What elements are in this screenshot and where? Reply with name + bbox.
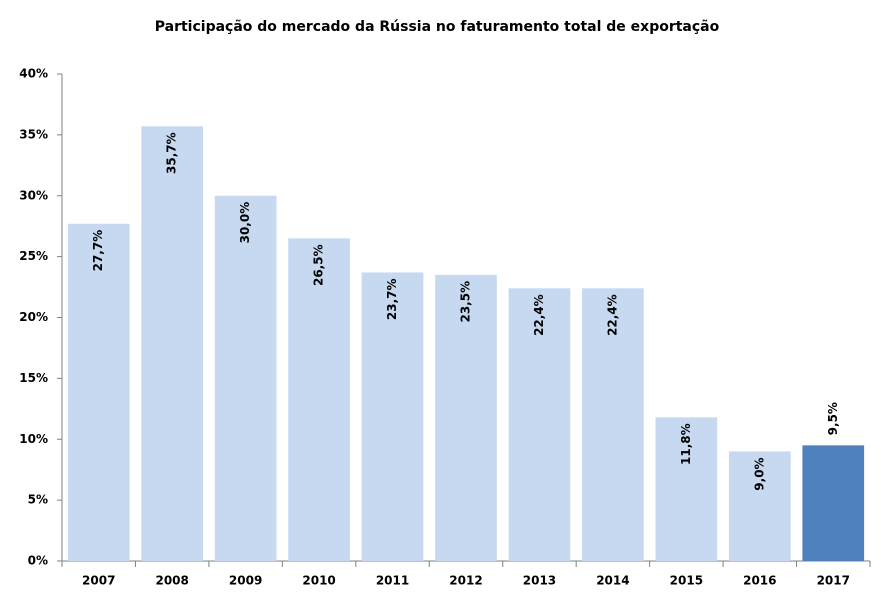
bar (802, 445, 865, 561)
value-label: 9,5% (826, 402, 840, 435)
x-tick-label: 2015 (670, 574, 703, 588)
y-tick-label: 40% (19, 67, 48, 81)
y-tick-label: 35% (19, 127, 48, 141)
x-tick-label: 2007 (82, 574, 115, 588)
bar (214, 195, 277, 561)
y-tick-label: 25% (19, 249, 48, 263)
x-tick-label: 2010 (302, 574, 335, 588)
x-tick-label: 2016 (743, 574, 776, 588)
bar (361, 272, 424, 561)
chart-title: Participação do mercado da Rússia no fat… (155, 19, 720, 35)
value-label: 22,4% (605, 294, 619, 336)
value-label: 23,7% (385, 278, 399, 320)
bar (435, 274, 497, 561)
value-label: 27,7% (91, 230, 105, 272)
bar (582, 288, 644, 561)
x-tick-label: 2009 (229, 574, 262, 588)
y-tick-label: 10% (19, 432, 48, 446)
bar (508, 288, 571, 561)
bar (67, 223, 130, 561)
value-label: 22,4% (532, 294, 546, 336)
value-label: 26,5% (312, 244, 326, 286)
x-tick-label: 2017 (817, 574, 850, 588)
value-label: 30,0% (238, 202, 252, 244)
y-tick-label: 5% (28, 493, 48, 507)
x-tick-label: 2011 (376, 574, 409, 588)
value-label: 23,5% (459, 281, 473, 323)
x-tick-label: 2008 (155, 574, 188, 588)
x-tick-label: 2012 (449, 574, 482, 588)
bar (288, 238, 350, 562)
value-label: 35,7% (165, 132, 179, 174)
bar (141, 126, 204, 561)
x-tick-label: 2014 (596, 574, 629, 588)
bar (728, 451, 791, 561)
value-label: 11,8% (679, 423, 693, 465)
x-tick-label: 2013 (523, 574, 556, 588)
value-label: 9,0% (752, 457, 766, 490)
y-tick-label: 0% (28, 554, 48, 568)
bar (655, 417, 718, 561)
y-tick-label: 15% (19, 371, 48, 385)
y-tick-label: 30% (19, 188, 48, 202)
y-tick-label: 20% (19, 310, 48, 324)
